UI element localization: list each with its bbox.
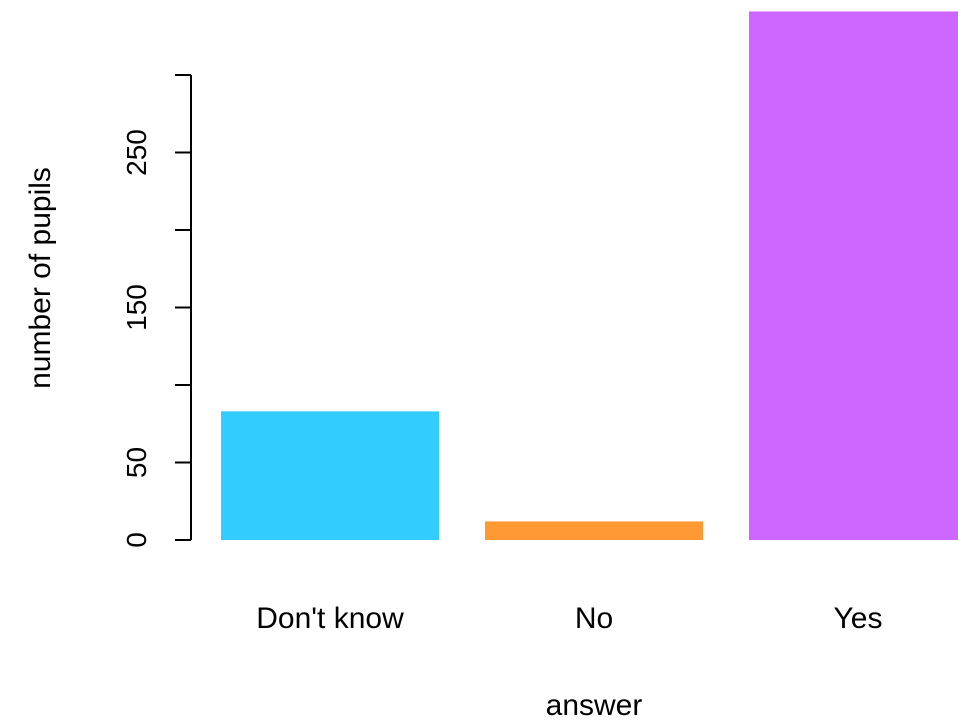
- category-label: Don't know: [256, 602, 404, 635]
- category-label: No: [575, 602, 613, 635]
- y-axis: 0 50 150 250: [121, 74, 192, 548]
- bars-group: [221, 11, 958, 540]
- y-axis-title: number of pupils: [24, 167, 57, 389]
- y-tick-label: 0: [121, 532, 152, 548]
- x-axis-title: answer: [546, 689, 643, 722]
- bar-yes: [749, 11, 958, 540]
- y-tick-label: 50: [121, 447, 152, 478]
- y-tick-label: 150: [121, 284, 152, 331]
- y-tick-label: 250: [121, 129, 152, 176]
- bar-don-t-know: [221, 411, 439, 540]
- bar-no: [485, 521, 703, 540]
- x-axis-labels: Don't know No Yes: [256, 602, 882, 635]
- category-label: Yes: [834, 602, 883, 635]
